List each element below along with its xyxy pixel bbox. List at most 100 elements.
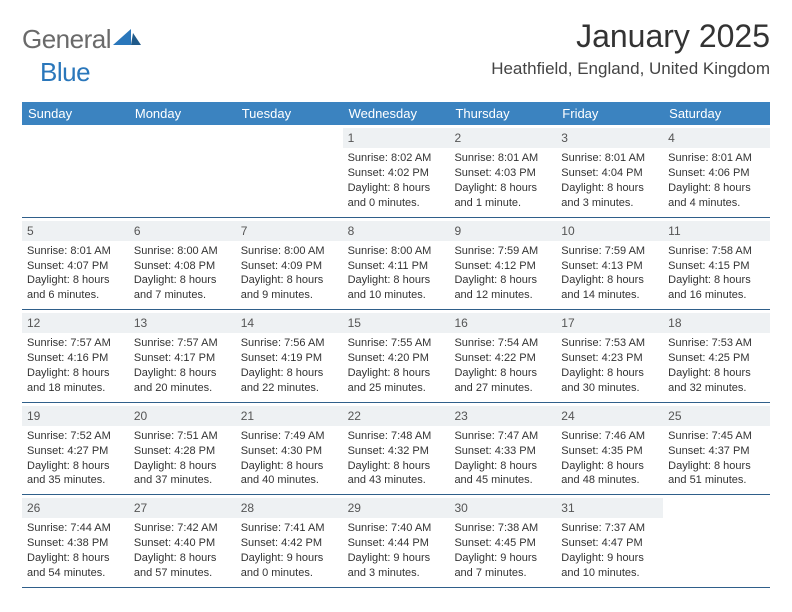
- day-content: Sunrise: 7:40 AMSunset: 4:44 PMDaylight:…: [348, 521, 445, 580]
- sunset-text: Sunset: 4:33 PM: [454, 444, 551, 459]
- sunrise-text: Sunrise: 7:55 AM: [348, 336, 445, 351]
- daylight-text-1: Daylight: 8 hours: [241, 366, 338, 381]
- sunrise-text: Sunrise: 7:41 AM: [241, 521, 338, 536]
- daylight-text-2: and 6 minutes.: [27, 288, 124, 303]
- daylight-text-1: Daylight: 8 hours: [561, 459, 658, 474]
- daylight-text-2: and 7 minutes.: [454, 566, 551, 581]
- weekday-header-cell: Monday: [129, 102, 236, 125]
- calendar-day: 29Sunrise: 7:40 AMSunset: 4:44 PMDayligh…: [343, 495, 450, 587]
- sunset-text: Sunset: 4:07 PM: [27, 259, 124, 274]
- sunrise-text: Sunrise: 7:42 AM: [134, 521, 231, 536]
- calendar-day: 1Sunrise: 8:02 AMSunset: 4:02 PMDaylight…: [343, 125, 450, 217]
- sunrise-text: Sunrise: 7:40 AM: [348, 521, 445, 536]
- sunrise-text: Sunrise: 8:01 AM: [561, 151, 658, 166]
- daylight-text-2: and 10 minutes.: [561, 566, 658, 581]
- day-number: 26: [22, 498, 129, 518]
- day-content: Sunrise: 7:58 AMSunset: 4:15 PMDaylight:…: [668, 244, 765, 303]
- day-content: Sunrise: 7:54 AMSunset: 4:22 PMDaylight:…: [454, 336, 551, 395]
- calendar-day: [663, 495, 770, 587]
- calendar-day: 17Sunrise: 7:53 AMSunset: 4:23 PMDayligh…: [556, 310, 663, 402]
- day-number: 13: [129, 313, 236, 333]
- calendar-day: 13Sunrise: 7:57 AMSunset: 4:17 PMDayligh…: [129, 310, 236, 402]
- calendar-day: 19 Sunrise: 7:52 AMSunset: 4:27 PMDayligh…: [22, 403, 129, 495]
- daylight-text-1: Daylight: 8 hours: [348, 181, 445, 196]
- sunrise-text: Sunrise: 7:47 AM: [454, 429, 551, 444]
- day-content: Sunrise: 7:46 AMSunset: 4:35 PMDaylight:…: [561, 429, 658, 488]
- sunrise-text: Sunrise: 7:44 AM: [27, 521, 124, 536]
- sunset-text: Sunset: 4:03 PM: [454, 166, 551, 181]
- calendar-day: 24Sunrise: 7:46 AMSunset: 4:35 PMDayligh…: [556, 403, 663, 495]
- daylight-text-1: Daylight: 8 hours: [668, 366, 765, 381]
- daylight-text-2: and 0 minutes.: [241, 566, 338, 581]
- day-number: 10: [556, 221, 663, 241]
- day-content: Sunrise: 7:55 AMSunset: 4:20 PMDaylight:…: [348, 336, 445, 395]
- daylight-text-1: Daylight: 8 hours: [561, 273, 658, 288]
- day-number: 19: [22, 406, 129, 426]
- sunrise-text: Sunrise: 7:52 AM: [27, 429, 124, 444]
- day-number: 9: [449, 221, 556, 241]
- daylight-text-2: and 40 minutes.: [241, 473, 338, 488]
- daylight-text-1: Daylight: 9 hours: [348, 551, 445, 566]
- day-number: 31: [556, 498, 663, 518]
- daylight-text-2: and 45 minutes.: [454, 473, 551, 488]
- day-number: 14: [236, 313, 343, 333]
- day-number: 18: [663, 313, 770, 333]
- daylight-text-2: and 14 minutes.: [561, 288, 658, 303]
- day-content: Sunrise: 8:01 AMSunset: 4:03 PMDaylight:…: [454, 151, 551, 210]
- day-content: Sunrise: 8:01 AMSunset: 4:04 PMDaylight:…: [561, 151, 658, 210]
- day-content: Sunrise: 7:57 AMSunset: 4:16 PMDaylight:…: [27, 336, 124, 395]
- daylight-text-2: and 35 minutes.: [27, 473, 124, 488]
- day-content: Sunrise: 7:38 AMSunset: 4:45 PMDaylight:…: [454, 521, 551, 580]
- day-number: 21: [236, 406, 343, 426]
- day-number: 16: [449, 313, 556, 333]
- sunset-text: Sunset: 4:23 PM: [561, 351, 658, 366]
- sunrise-text: Sunrise: 7:59 AM: [561, 244, 658, 259]
- daylight-text-1: Daylight: 8 hours: [454, 459, 551, 474]
- daylight-text-2: and 9 minutes.: [241, 288, 338, 303]
- sunset-text: Sunset: 4:11 PM: [348, 259, 445, 274]
- day-content: Sunrise: 7:42 AMSunset: 4:40 PMDaylight:…: [134, 521, 231, 580]
- sunset-text: Sunset: 4:02 PM: [348, 166, 445, 181]
- day-number: 12: [22, 313, 129, 333]
- daylight-text-2: and 18 minutes.: [27, 381, 124, 396]
- daylight-text-1: Daylight: 8 hours: [134, 551, 231, 566]
- day-number: 15: [343, 313, 450, 333]
- sunrise-text: Sunrise: 8:00 AM: [348, 244, 445, 259]
- daylight-text-2: and 1 minute.: [454, 196, 551, 211]
- daylight-text-2: and 16 minutes.: [668, 288, 765, 303]
- sunrise-text: Sunrise: 7:57 AM: [134, 336, 231, 351]
- day-number: 6: [129, 221, 236, 241]
- day-number: 3: [556, 128, 663, 148]
- sunset-text: Sunset: 4:09 PM: [241, 259, 338, 274]
- daylight-text-1: Daylight: 8 hours: [27, 459, 124, 474]
- calendar: SundayMondayTuesdayWednesdayThursdayFrid…: [22, 102, 770, 588]
- daylight-text-2: and 12 minutes.: [454, 288, 551, 303]
- day-number: 20: [129, 406, 236, 426]
- sunrise-text: Sunrise: 8:01 AM: [27, 244, 124, 259]
- calendar-day: 31Sunrise: 7:37 AMSunset: 4:47 PMDayligh…: [556, 495, 663, 587]
- day-content: Sunrise: 8:00 AMSunset: 4:11 PMDaylight:…: [348, 244, 445, 303]
- daylight-text-1: Daylight: 8 hours: [454, 366, 551, 381]
- sunset-text: Sunset: 4:04 PM: [561, 166, 658, 181]
- day-content: Sunrise: 8:01 AMSunset: 4:06 PMDaylight:…: [668, 151, 765, 210]
- day-content: Sunrise: 7:53 AMSunset: 4:25 PMDaylight:…: [668, 336, 765, 395]
- sunrise-text: Sunrise: 8:00 AM: [241, 244, 338, 259]
- sunrise-text: Sunrise: 8:02 AM: [348, 151, 445, 166]
- day-number: 17: [556, 313, 663, 333]
- day-number: 7: [236, 221, 343, 241]
- day-content: Sunrise: 7:45 AMSunset: 4:37 PMDaylight:…: [668, 429, 765, 488]
- daylight-text-1: Daylight: 8 hours: [27, 366, 124, 381]
- calendar-day: 5Sunrise: 8:01 AMSunset: 4:07 PMDaylight…: [22, 218, 129, 310]
- daylight-text-2: and 7 minutes.: [134, 288, 231, 303]
- daylight-text-2: and 43 minutes.: [348, 473, 445, 488]
- calendar-day: 18 Sunrise: 7:53 AMSunset: 4:25 PMDayligh…: [663, 310, 770, 402]
- day-content: Sunrise: 7:52 AMSunset: 4:27 PMDaylight:…: [27, 429, 124, 488]
- daylight-text-2: and 10 minutes.: [348, 288, 445, 303]
- sunrise-text: Sunrise: 8:00 AM: [134, 244, 231, 259]
- calendar-day: 6Sunrise: 8:00 AMSunset: 4:08 PMDaylight…: [129, 218, 236, 310]
- daylight-text-2: and 0 minutes.: [348, 196, 445, 211]
- day-content: Sunrise: 7:56 AMSunset: 4:19 PMDaylight:…: [241, 336, 338, 395]
- daylight-text-1: Daylight: 8 hours: [668, 459, 765, 474]
- daylight-text-2: and 30 minutes.: [561, 381, 658, 396]
- calendar-day: 11Sunrise: 7:58 AMSunset: 4:15 PMDayligh…: [663, 218, 770, 310]
